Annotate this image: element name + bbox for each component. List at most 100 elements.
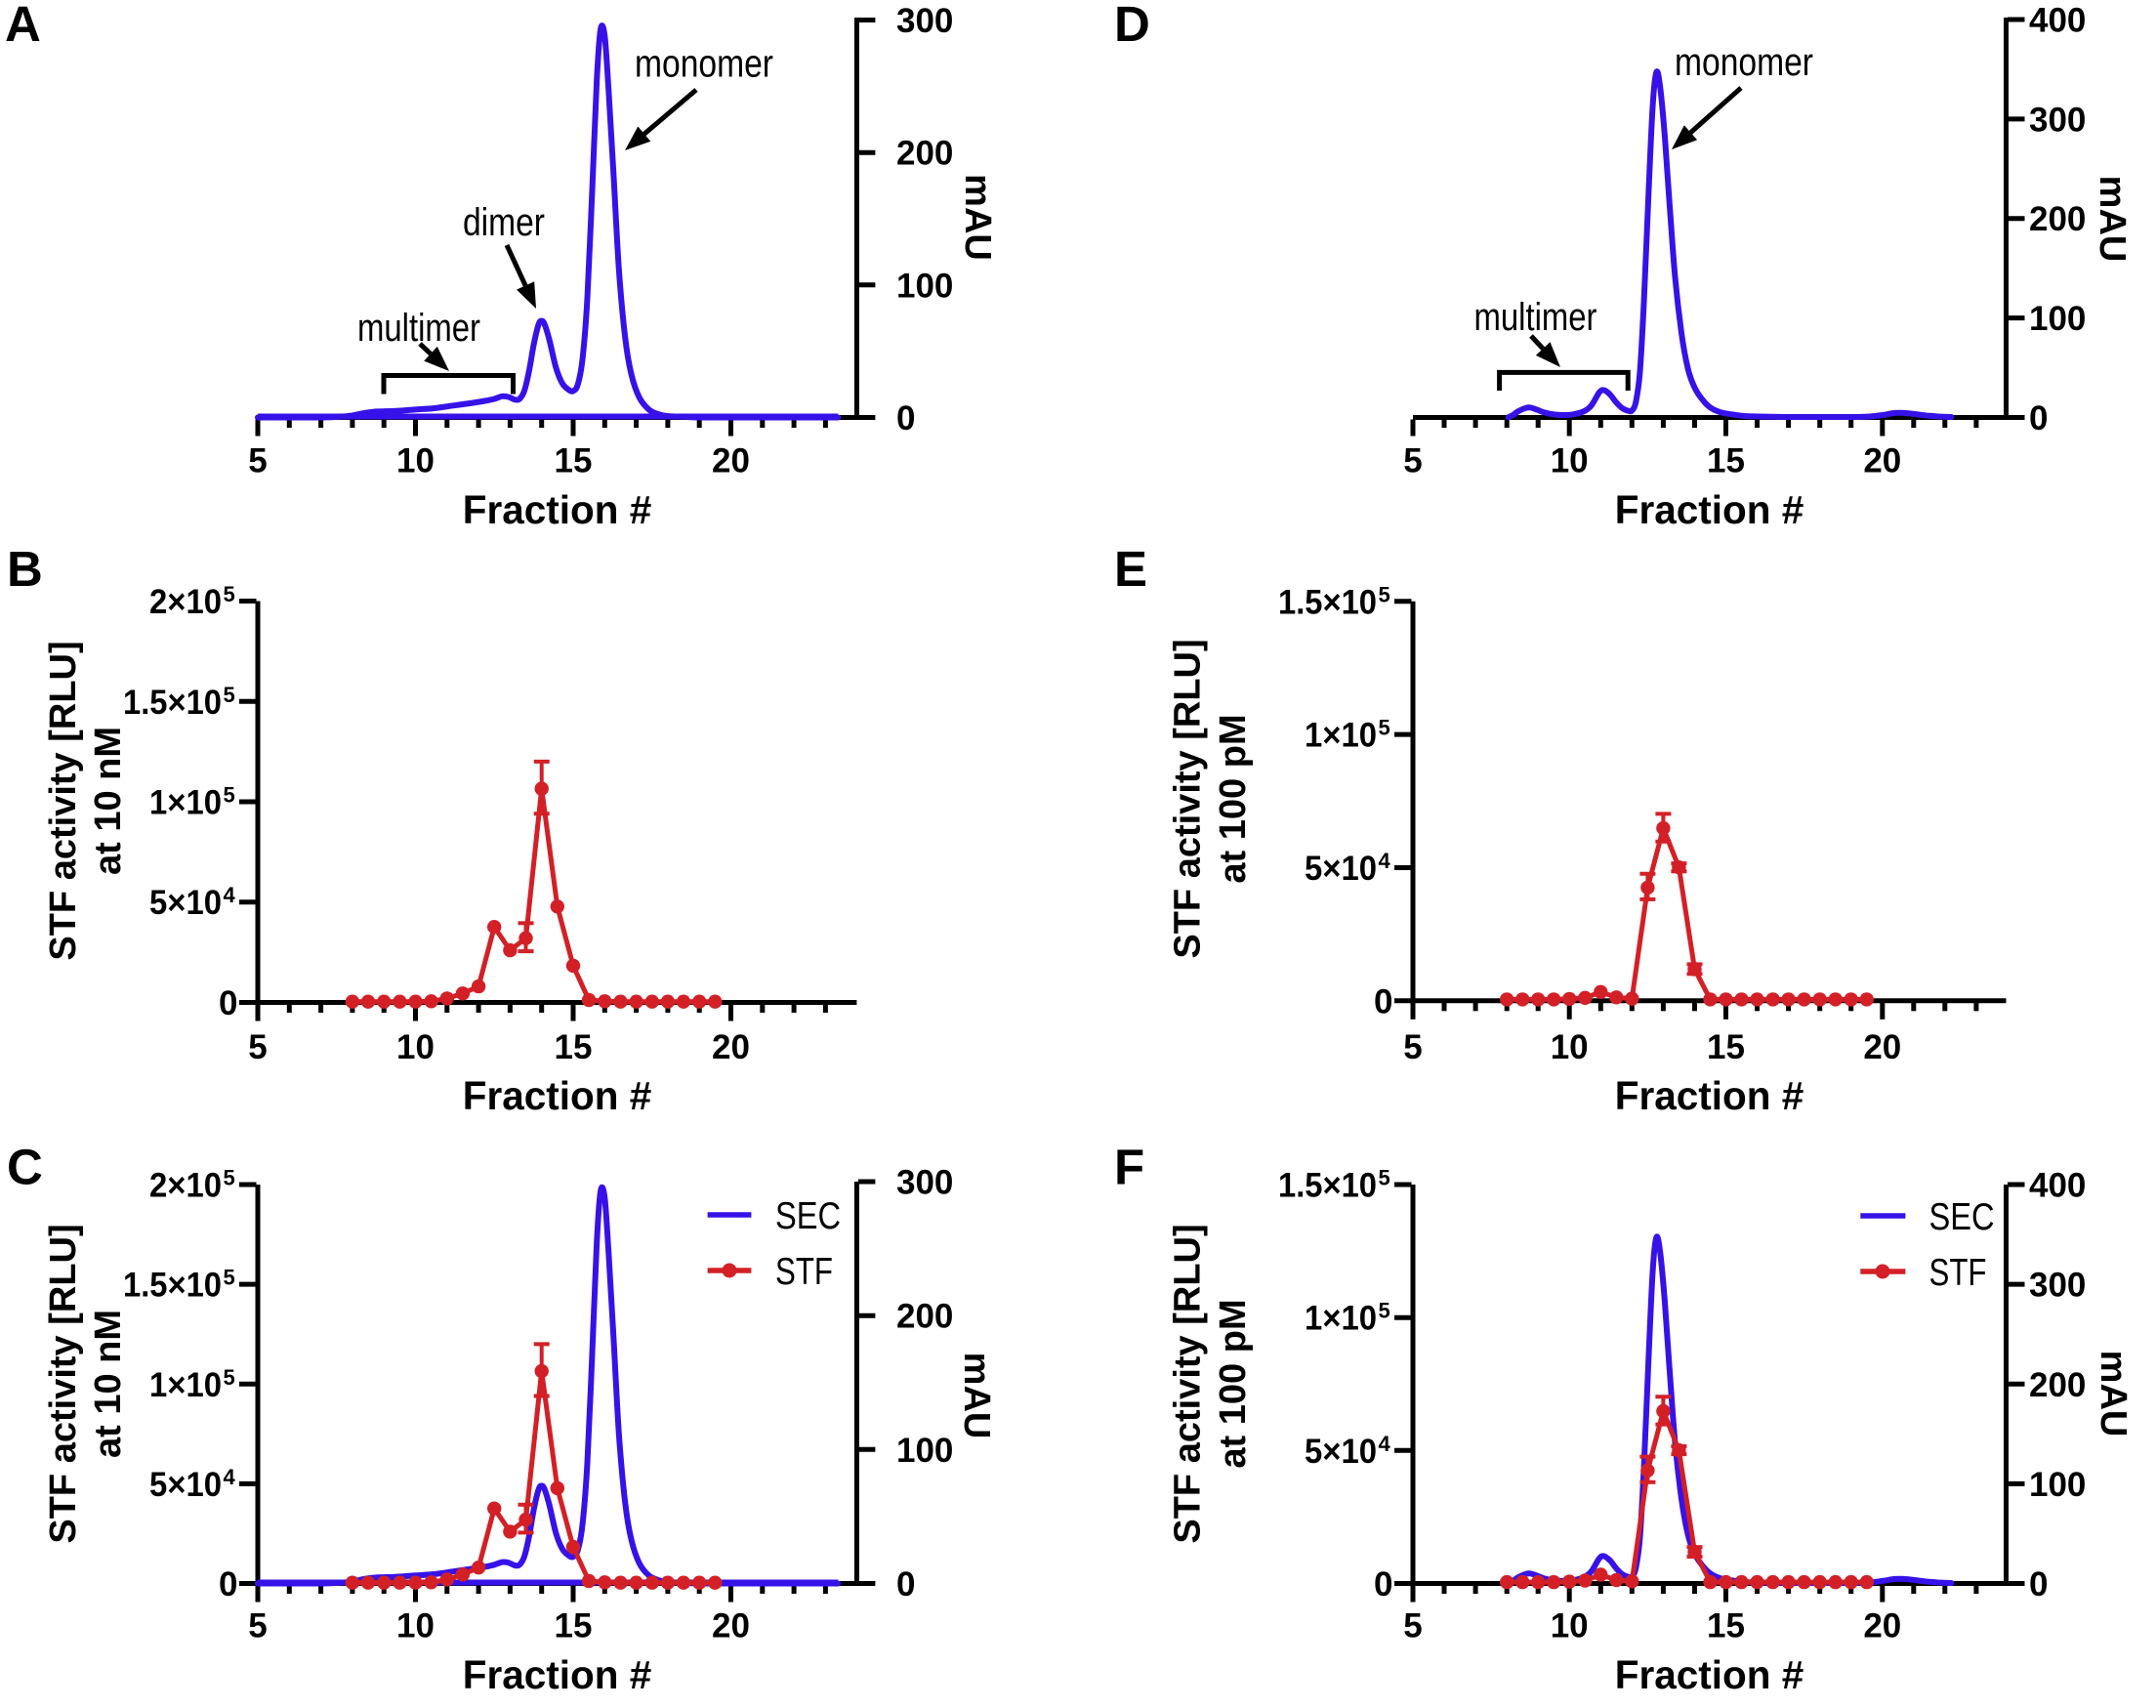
svg-text:1.5×10: 1.5×10 — [1278, 1167, 1377, 1205]
svg-text:4: 4 — [224, 1465, 236, 1489]
svg-text:5×10: 5×10 — [149, 1466, 222, 1504]
svg-text:0: 0 — [896, 1565, 915, 1604]
svg-text:monomer: monomer — [635, 43, 773, 86]
svg-text:multimer: multimer — [1474, 296, 1597, 339]
svg-text:10: 10 — [396, 442, 435, 480]
svg-text:20: 20 — [712, 1607, 750, 1646]
svg-text:400: 400 — [2029, 2, 2086, 40]
svg-text:200: 200 — [2029, 200, 2086, 238]
svg-text:5: 5 — [224, 1166, 235, 1190]
svg-text:at 100 pM: at 100 pM — [1213, 714, 1254, 883]
svg-text:5: 5 — [1379, 1299, 1390, 1323]
svg-text:0: 0 — [2029, 1565, 2048, 1604]
svg-text:10: 10 — [1551, 442, 1589, 480]
svg-text:STF: STF — [1929, 1252, 1987, 1294]
svg-text:0: 0 — [1374, 982, 1392, 1021]
svg-text:F: F — [1114, 1140, 1144, 1195]
svg-text:200: 200 — [2029, 1366, 2086, 1404]
svg-text:5: 5 — [224, 683, 235, 707]
svg-text:mAU: mAU — [957, 174, 998, 261]
svg-text:200: 200 — [896, 1298, 953, 1336]
svg-text:1.5×10: 1.5×10 — [123, 684, 222, 722]
svg-text:5: 5 — [224, 783, 235, 808]
svg-text:1×10: 1×10 — [149, 784, 222, 822]
svg-text:Fraction #: Fraction # — [1615, 1652, 1804, 1697]
svg-text:SEC: SEC — [775, 1195, 841, 1237]
svg-text:at 10 nM: at 10 nM — [88, 1310, 129, 1458]
svg-text:300: 300 — [896, 2, 953, 40]
svg-text:5: 5 — [1379, 1166, 1390, 1190]
svg-text:100: 100 — [2029, 1466, 2086, 1504]
svg-text:0: 0 — [896, 399, 915, 437]
svg-text:B: B — [7, 541, 43, 597]
svg-text:5: 5 — [248, 442, 267, 480]
svg-text:1.5×10: 1.5×10 — [123, 1267, 222, 1305]
svg-text:10: 10 — [1551, 1028, 1589, 1066]
svg-text:400: 400 — [2029, 1167, 2086, 1205]
svg-text:100: 100 — [2029, 300, 2086, 338]
svg-text:300: 300 — [2029, 101, 2086, 139]
svg-text:STF activity [RLU]: STF activity [RLU] — [43, 1224, 84, 1543]
svg-text:monomer: monomer — [1675, 41, 1813, 84]
svg-text:Fraction #: Fraction # — [463, 487, 652, 532]
svg-text:0: 0 — [1374, 1565, 1392, 1604]
svg-text:Fraction #: Fraction # — [463, 1073, 652, 1118]
svg-text:100: 100 — [896, 1432, 953, 1470]
svg-text:5×10: 5×10 — [149, 884, 222, 922]
svg-text:4: 4 — [1379, 1432, 1391, 1456]
svg-text:mAU: mAU — [2092, 176, 2133, 263]
svg-text:Fraction #: Fraction # — [1615, 1073, 1804, 1118]
svg-text:5: 5 — [1379, 582, 1390, 606]
svg-text:at 100 pM: at 100 pM — [1213, 1299, 1254, 1468]
svg-text:1×10: 1×10 — [149, 1366, 222, 1404]
svg-text:1×10: 1×10 — [1305, 1300, 1377, 1338]
svg-text:STF activity [RLU]: STF activity [RLU] — [1168, 639, 1209, 958]
svg-text:A: A — [5, 0, 41, 52]
svg-text:20: 20 — [712, 442, 750, 480]
svg-text:C: C — [7, 1140, 43, 1195]
svg-text:300: 300 — [2029, 1267, 2086, 1305]
svg-text:15: 15 — [555, 1028, 593, 1066]
svg-text:Fraction #: Fraction # — [1615, 487, 1804, 532]
svg-text:5: 5 — [248, 1607, 267, 1646]
svg-text:0: 0 — [219, 1565, 237, 1604]
svg-text:10: 10 — [1551, 1607, 1589, 1646]
svg-text:5×10: 5×10 — [1305, 1433, 1377, 1471]
svg-text:2×10: 2×10 — [149, 1167, 222, 1205]
svg-text:4: 4 — [1379, 849, 1391, 873]
svg-text:STF: STF — [775, 1251, 833, 1293]
svg-text:SEC: SEC — [1929, 1196, 1995, 1238]
svg-text:5: 5 — [1403, 1028, 1422, 1066]
svg-text:dimer: dimer — [463, 201, 545, 244]
svg-text:mAU: mAU — [2093, 1351, 2134, 1437]
svg-text:1×10: 1×10 — [1305, 717, 1377, 755]
svg-text:5: 5 — [224, 582, 235, 606]
svg-text:5: 5 — [1379, 716, 1390, 740]
svg-text:at 10 nM: at 10 nM — [88, 727, 129, 875]
svg-text:20: 20 — [712, 1028, 750, 1066]
svg-text:15: 15 — [1707, 1028, 1745, 1066]
svg-text:200: 200 — [896, 135, 953, 173]
svg-text:0: 0 — [2029, 399, 2048, 437]
svg-text:20: 20 — [1863, 1607, 1901, 1646]
svg-text:4: 4 — [224, 883, 236, 907]
svg-text:2×10: 2×10 — [149, 583, 222, 621]
svg-text:multimer: multimer — [357, 307, 480, 350]
svg-text:5×10: 5×10 — [1305, 850, 1377, 888]
svg-text:15: 15 — [555, 442, 593, 480]
svg-text:15: 15 — [1707, 1607, 1745, 1646]
svg-text:10: 10 — [396, 1607, 435, 1646]
svg-text:mAU: mAU — [956, 1353, 997, 1439]
svg-text:5: 5 — [1403, 442, 1422, 480]
svg-text:Fraction #: Fraction # — [463, 1652, 652, 1697]
svg-text:20: 20 — [1863, 442, 1901, 480]
svg-text:100: 100 — [896, 267, 953, 305]
svg-text:15: 15 — [1707, 442, 1745, 480]
svg-text:5: 5 — [224, 1365, 235, 1390]
svg-text:300: 300 — [896, 1164, 953, 1202]
svg-text:0: 0 — [219, 984, 237, 1022]
svg-text:STF activity [RLU]: STF activity [RLU] — [43, 641, 84, 960]
svg-text:STF activity [RLU]: STF activity [RLU] — [1168, 1224, 1209, 1543]
svg-text:20: 20 — [1863, 1028, 1901, 1066]
svg-text:E: E — [1114, 541, 1147, 597]
